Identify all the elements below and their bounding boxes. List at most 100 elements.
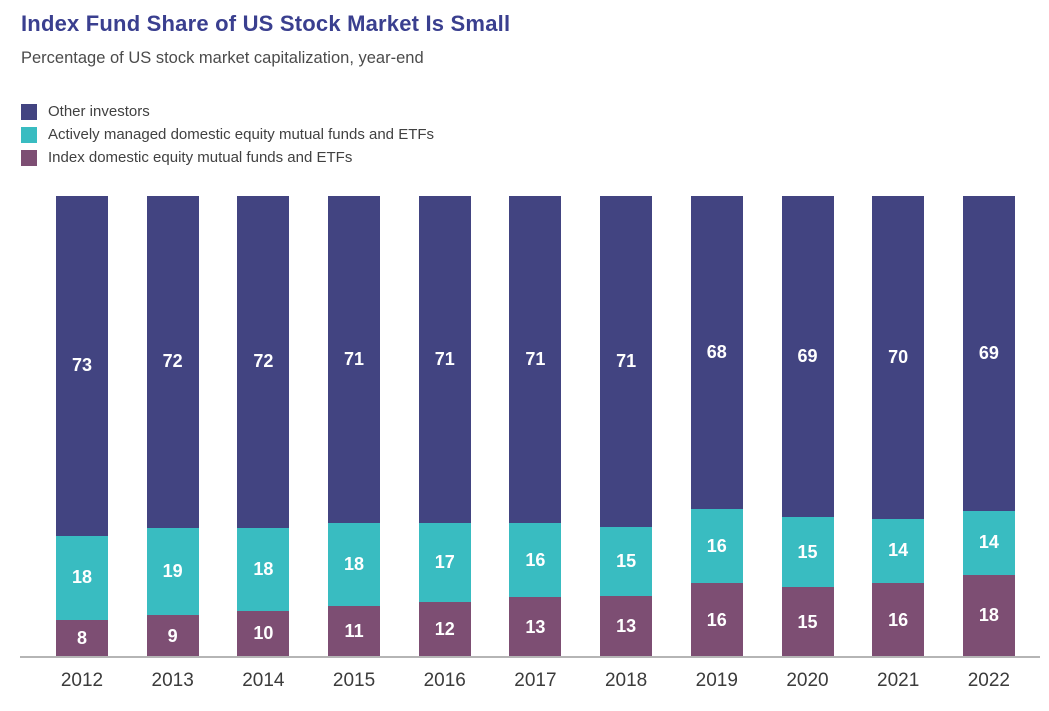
bar-column-2021: 70 14 16 2021: [872, 196, 925, 691]
stacked-bar-2013: 72 19 9: [146, 196, 199, 657]
legend-item-2: Index domestic equity mutual funds and E…: [21, 149, 434, 166]
bar-value-label: 16: [888, 609, 909, 630]
x-axis-tick-label: 2016: [423, 670, 466, 691]
legend-swatch: [21, 149, 37, 166]
bar-segment: 16: [690, 583, 743, 657]
x-axis-tick-label: 2022: [967, 670, 1011, 691]
bar-segment: 14: [872, 518, 925, 584]
bar-column-2019: 68 16 16 2019: [690, 196, 743, 691]
bar-value-label: 18: [253, 558, 274, 579]
bar-value-label: 15: [797, 541, 818, 562]
bar-segment: 72: [146, 196, 199, 528]
stacked-bar-2014: 72 18 10: [237, 196, 290, 657]
bar-value-label: 73: [71, 355, 93, 376]
bar-segment: 14: [962, 510, 1015, 575]
x-axis-tick-label: 2012: [60, 670, 104, 691]
bar-value-label: 70: [888, 346, 909, 367]
bar-segment: 16: [690, 509, 743, 584]
bar-segment: 71: [418, 196, 471, 524]
bar-value-label: 9: [167, 625, 178, 646]
bar-column-2013: 72 19 9 2013: [146, 196, 199, 691]
stacked-bar-2016: 71 17 12: [418, 196, 471, 657]
bar-value-label: 69: [797, 346, 818, 367]
bar-value-label: 19: [162, 561, 183, 582]
x-axis-tick-label: 2015: [332, 670, 376, 691]
page-title: Index Fund Share of US Stock Market Is S…: [21, 11, 511, 36]
bar-segment: 19: [146, 527, 199, 616]
legend-label: Index domestic equity mutual funds and E…: [48, 149, 353, 166]
bar-segment: 11: [328, 606, 381, 657]
legend: Other investors Actively managed domestic…: [21, 103, 434, 166]
bar-value-label: 12: [434, 618, 455, 639]
legend-label: Actively managed domestic equity mutual …: [48, 126, 435, 143]
bar-column-2018: 71 15 13 2018: [600, 196, 653, 691]
bar-value-label: 17: [434, 551, 455, 572]
bar-segment: 15: [781, 517, 834, 588]
x-axis-tick-label: 2019: [695, 670, 738, 691]
page-subtitle: Percentage of US stock market capitaliza…: [21, 49, 424, 67]
bar-segment: 18: [328, 523, 381, 607]
stacked-bar-2012: 73 18 8: [56, 196, 108, 657]
x-axis-tick-label: 2020: [786, 670, 829, 691]
bar-value-label: 71: [616, 350, 637, 371]
bar-value-label: 14: [888, 540, 909, 561]
x-axis-tick-label: 2013: [151, 670, 194, 691]
stacked-bar-chart: 73 18 8 2012 72 19 9 2013 72 18 10 2014 71 18 11 2015 71…: [0, 196, 1049, 696]
bar-segment: 71: [328, 196, 381, 524]
bar-segment: 18: [56, 535, 108, 620]
legend-item-0: Other investors: [21, 103, 434, 120]
bar-segment: 18: [962, 574, 1015, 657]
bar-segment: 15: [600, 526, 653, 597]
bar-segment: 16: [509, 523, 562, 598]
bar-column-2015: 71 18 11 2015: [328, 196, 381, 691]
bar-value-label: 8: [76, 627, 87, 648]
bar-segment: 68: [690, 196, 743, 510]
bar-column-2016: 71 17 12 2016: [418, 196, 471, 691]
bar-value-label: 15: [616, 551, 637, 572]
bar-value-label: 18: [978, 605, 999, 626]
legend-swatch: [21, 103, 37, 120]
x-axis-tick-label: 2014: [242, 670, 285, 691]
bar-segment: 16: [872, 583, 925, 657]
bar-segment: 73: [56, 196, 108, 536]
bar-segment: 18: [237, 527, 290, 611]
bar-segment: 71: [509, 196, 562, 524]
bar-value-label: 71: [525, 349, 546, 370]
bar-value-label: 14: [978, 532, 999, 553]
bar-value-label: 13: [525, 616, 546, 637]
bar-segment: 10: [237, 610, 290, 657]
bar-value-label: 16: [706, 535, 727, 556]
bar-segment: 70: [872, 196, 925, 519]
bar-value-label: 18: [344, 554, 365, 575]
stacked-bar-2022: 69 14 18: [962, 196, 1015, 657]
bar-column-2022: 69 14 18 2022: [962, 196, 1015, 691]
bar-segment: 15: [781, 587, 834, 657]
bar-value-label: 72: [253, 351, 274, 372]
bar-segment: 69: [962, 196, 1015, 511]
bar-column-2014: 72 18 10 2014: [237, 196, 290, 691]
bar-value-label: 69: [978, 342, 999, 363]
bar-column-2017: 71 16 13 2017: [509, 196, 562, 691]
bar-column-2012: 73 18 8 2012: [56, 196, 108, 691]
stacked-bar-2021: 70 14 16: [872, 196, 925, 657]
bar-value-label: 10: [253, 623, 274, 644]
bar-segment: 9: [146, 615, 199, 657]
bar-segment: 12: [418, 601, 471, 657]
legend-swatch: [21, 126, 37, 143]
bar-value-label: 68: [706, 342, 727, 363]
bar-value-label: 11: [344, 621, 364, 642]
x-axis-line: [20, 656, 1040, 658]
bar-value-label: 16: [706, 609, 727, 630]
bar-value-label: 15: [797, 611, 818, 632]
bar-segment: 17: [418, 523, 471, 602]
stacked-bar-2019: 68 16 16: [690, 196, 743, 657]
bar-value-label: 71: [434, 349, 455, 370]
bar-value-label: 71: [344, 349, 365, 370]
bar-segment: 13: [600, 596, 653, 657]
bar-value-label: 72: [162, 351, 183, 372]
legend-label: Other investors: [48, 103, 150, 120]
bar-segment: 8: [56, 619, 108, 657]
stacked-bar-2015: 71 18 11: [328, 196, 381, 657]
stacked-bar-2018: 71 15 13: [600, 196, 653, 657]
